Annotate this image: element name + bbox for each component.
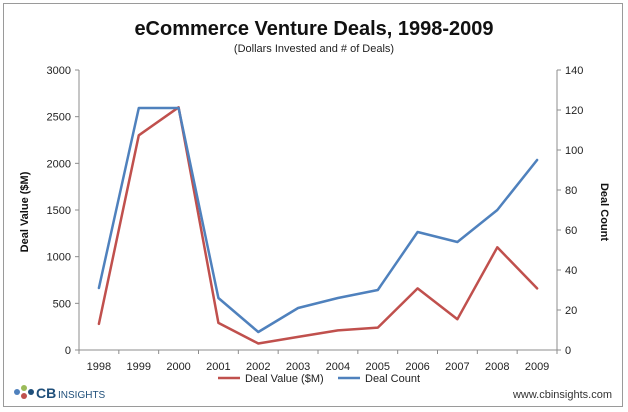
x-tick-label: 2005 bbox=[366, 361, 390, 373]
y2-tick-label: 120 bbox=[565, 105, 583, 117]
logo-cb-text: CB bbox=[36, 385, 56, 401]
x-tick-label: 2009 bbox=[525, 361, 549, 373]
chart-title: eCommerce Venture Deals, 1998-2009 bbox=[134, 18, 493, 40]
x-tick-label: 2004 bbox=[326, 361, 350, 373]
x-tick-label: 2003 bbox=[286, 361, 310, 373]
y-tick-label: 2500 bbox=[47, 112, 71, 124]
y2-tick-label: 0 bbox=[565, 345, 571, 357]
y2-tick-label: 140 bbox=[565, 65, 583, 77]
y-tick-label: 3000 bbox=[47, 65, 71, 77]
y-axis-title: Deal Value ($M) bbox=[19, 171, 31, 252]
y2-axis-title: Deal Count bbox=[598, 183, 610, 241]
axes bbox=[75, 69, 561, 354]
legend-label-deal-count: Deal Count bbox=[365, 373, 420, 385]
x-tick-label: 1998 bbox=[87, 361, 111, 373]
x-tick-label: 2008 bbox=[485, 361, 509, 373]
footer-url[interactable]: www.cbinsights.com bbox=[512, 389, 612, 401]
x-tick-label: 2001 bbox=[206, 361, 230, 373]
x-tick-label: 2002 bbox=[246, 361, 270, 373]
y2-tick-label: 80 bbox=[565, 185, 577, 197]
x-tick-label: 2007 bbox=[445, 361, 469, 373]
chart-subtitle: (Dollars Invested and # of Deals) bbox=[234, 43, 394, 55]
tick-labels: 0 500 1000 1500 2000 2500 3000 0 20 40 60 80 100 120 1… bbox=[47, 65, 584, 373]
logo-insights-text: INSIGHTS bbox=[58, 390, 106, 401]
cb-insights-logo: CB INSIGHTS bbox=[14, 385, 106, 401]
series-lines bbox=[97, 106, 539, 345]
y2-tick-label: 60 bbox=[565, 225, 577, 237]
x-tick-label: 2000 bbox=[166, 361, 190, 373]
chart-frame: eCommerce Venture Deals, 1998-2009 (Doll… bbox=[3, 3, 623, 407]
line-chart: eCommerce Venture Deals, 1998-2009 (Doll… bbox=[14, 18, 612, 401]
x-tick-label: 2006 bbox=[405, 361, 429, 373]
legend: Deal Value ($M) Deal Count bbox=[218, 373, 420, 385]
y-tick-label: 1000 bbox=[47, 252, 71, 264]
y2-tick-label: 40 bbox=[565, 265, 577, 277]
y2-tick-label: 100 bbox=[565, 145, 583, 157]
deal-value-line bbox=[97, 106, 539, 345]
y-tick-label: 1500 bbox=[47, 205, 71, 217]
y-tick-label: 500 bbox=[53, 298, 71, 310]
x-tick-label: 1999 bbox=[127, 361, 151, 373]
y-tick-label: 0 bbox=[65, 345, 71, 357]
deal-count-line bbox=[97, 106, 539, 334]
y-tick-label: 2000 bbox=[47, 158, 71, 170]
legend-label-deal-value: Deal Value ($M) bbox=[245, 373, 324, 385]
y2-tick-label: 20 bbox=[565, 305, 577, 317]
